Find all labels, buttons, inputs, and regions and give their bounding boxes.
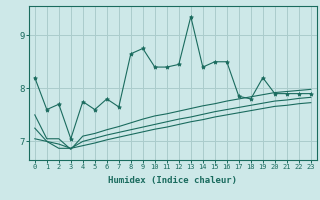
X-axis label: Humidex (Indice chaleur): Humidex (Indice chaleur) [108,176,237,185]
